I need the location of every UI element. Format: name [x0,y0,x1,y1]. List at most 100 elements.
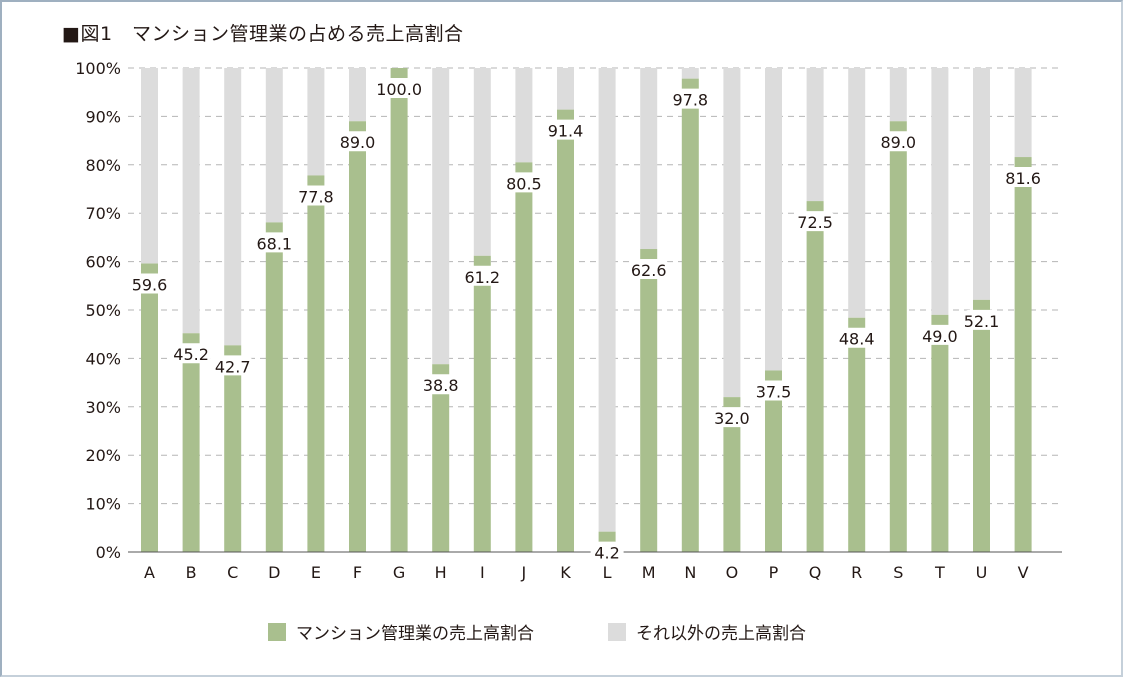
bar-other [224,68,242,346]
data-label-bg [590,541,624,562]
bar-management [515,162,533,552]
legend-item-other: それ以外の売上高割合 [608,619,806,644]
y-tick-label: 40% [85,349,121,368]
bar-management [182,333,200,552]
data-label-bg [877,131,920,152]
bar-other [515,68,533,163]
x-tick-label: B [186,563,197,582]
bar-management [557,109,574,553]
data-label: 89.0 [880,133,916,152]
bar-management [848,317,866,552]
bar-other [473,68,491,256]
legend-swatch-gray [608,622,626,641]
bar-management [141,263,158,552]
y-tick-label: 100% [75,59,121,78]
data-label: 80.5 [506,174,542,193]
bar-management [265,222,283,552]
bar-other [765,68,782,371]
y-tick-label: 70% [85,204,121,223]
y-tick-label: 30% [85,398,121,417]
bar-management [681,78,699,552]
y-tick-label: 20% [85,446,121,465]
legend-label: マンション管理業の売上高割合 [296,624,534,644]
bar-management [432,364,450,552]
bar-management [1014,157,1032,552]
bar-other [723,68,741,398]
data-label-bg [794,211,837,232]
data-label: 48.4 [839,330,875,349]
data-label: 89.0 [340,133,376,152]
bar-other [848,68,866,318]
data-label: 62.6 [631,261,667,280]
legend-label: それ以外の売上高割合 [636,624,806,644]
x-tick-label: C [227,563,238,582]
legend-swatch-green [268,622,286,641]
bar-other [931,68,949,315]
chart-title: ■図1 マンション管理業の占める売上高割合 [62,23,464,45]
bar-management [640,249,658,553]
x-tick-label: V [1018,563,1029,582]
data-label-bg [128,273,171,294]
bar-other [557,68,574,110]
bar-other [182,68,200,334]
bar-other [640,68,658,250]
x-tick-label: O [726,563,739,582]
data-label: 59.6 [132,276,168,295]
bar-management [307,175,325,552]
legend: マンション管理業の売上高割合 それ以外の売上高割合 [0,619,1123,644]
data-label: 81.6 [1005,169,1041,188]
bar-other [973,68,990,300]
data-label-bg [461,265,504,286]
legend-item-management: マンション管理業の売上高割合 [268,619,534,644]
x-tick-label: A [144,563,155,582]
y-tick-label: 0% [96,543,121,562]
data-label-bg [211,355,254,376]
x-tick-label: U [976,563,988,582]
x-tick-label: S [893,563,903,582]
data-label-bg [253,232,296,253]
bar-management [889,121,907,553]
data-label-bg [960,309,1003,330]
bar-management [390,68,408,552]
data-label-bg [502,172,545,193]
bar-other [141,68,158,264]
x-tick-label: P [769,563,779,582]
data-label-bg [918,324,961,345]
x-tick-label: L [603,563,612,582]
x-tick-label: E [311,563,321,582]
bar-management [224,345,242,552]
bar-other [806,68,824,202]
data-label: 37.5 [756,383,792,402]
bar-other [349,68,366,122]
bar-management [473,255,491,553]
bar-management [806,201,824,552]
x-tick-label: D [268,563,280,582]
data-label-bg [373,78,425,98]
data-label: 4.2 [594,544,619,563]
data-label: 32.0 [714,409,750,428]
bar-other [265,68,283,223]
data-label-bg [336,131,379,152]
y-tick-label: 50% [85,301,121,320]
y-tick-label: 80% [85,156,121,175]
data-label: 38.8 [423,376,459,395]
bar-other [889,68,907,122]
bar-management [765,370,782,552]
data-label-bg [627,259,670,280]
x-tick-label: I [480,563,485,582]
bar-other [681,68,699,79]
data-label: 49.0 [922,327,958,346]
data-label: 61.2 [464,268,500,287]
y-tick-label: 10% [85,495,121,514]
x-tick-label: K [560,563,571,582]
x-tick-label: M [642,563,656,582]
bar-management [349,121,366,553]
data-label: 97.8 [672,91,708,110]
data-label: 45.2 [173,345,209,364]
bar-management [973,299,990,552]
x-tick-label: T [934,563,945,582]
data-label-bg [835,327,878,348]
data-label-bg [170,343,213,364]
